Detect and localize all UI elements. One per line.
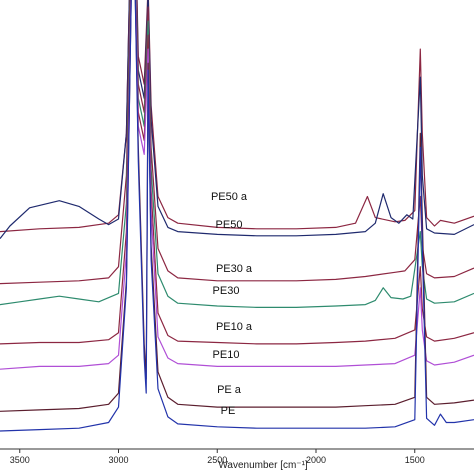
- series-label-pe30-a: PE30 a: [216, 263, 253, 275]
- series-line-pe: [0, 0, 474, 432]
- series-label-pe-a: PE a: [217, 384, 242, 396]
- x-axis-ticks: 3500 3000 2500 2000 1500: [10, 449, 425, 465]
- x-tick-label-3500: 3500: [10, 455, 30, 465]
- series-label-pe: PE: [221, 405, 236, 417]
- series-line-pe30-a: [0, 0, 474, 285]
- series-label-pe10: PE10: [213, 349, 240, 361]
- series-label-pe10-a: PE10 a: [216, 321, 253, 333]
- series-line-pe50: [0, 0, 474, 239]
- x-tick-label-2500: 2500: [207, 455, 227, 465]
- series-label-pe30: PE30: [213, 285, 240, 297]
- series-line-pe10-a: [0, 0, 474, 345]
- x-tick-label-1500: 1500: [405, 455, 425, 465]
- x-tick-label-3000: 3000: [108, 455, 128, 465]
- x-axis-title: Wavenumber [cm⁻¹]: [218, 460, 308, 471]
- series-layer: [0, 0, 474, 432]
- series-line-pe30: [0, 0, 474, 308]
- x-tick-label-2000: 2000: [306, 455, 326, 465]
- series-label-pe50: PE50: [216, 219, 243, 231]
- series-line-pe10: [0, 0, 474, 370]
- series-label-pe50-a: PE50 a: [211, 191, 248, 203]
- series-label-layer: PE50 a PE50 PE30 a PE30 PE10 a PE10 PE a PE: [211, 191, 253, 417]
